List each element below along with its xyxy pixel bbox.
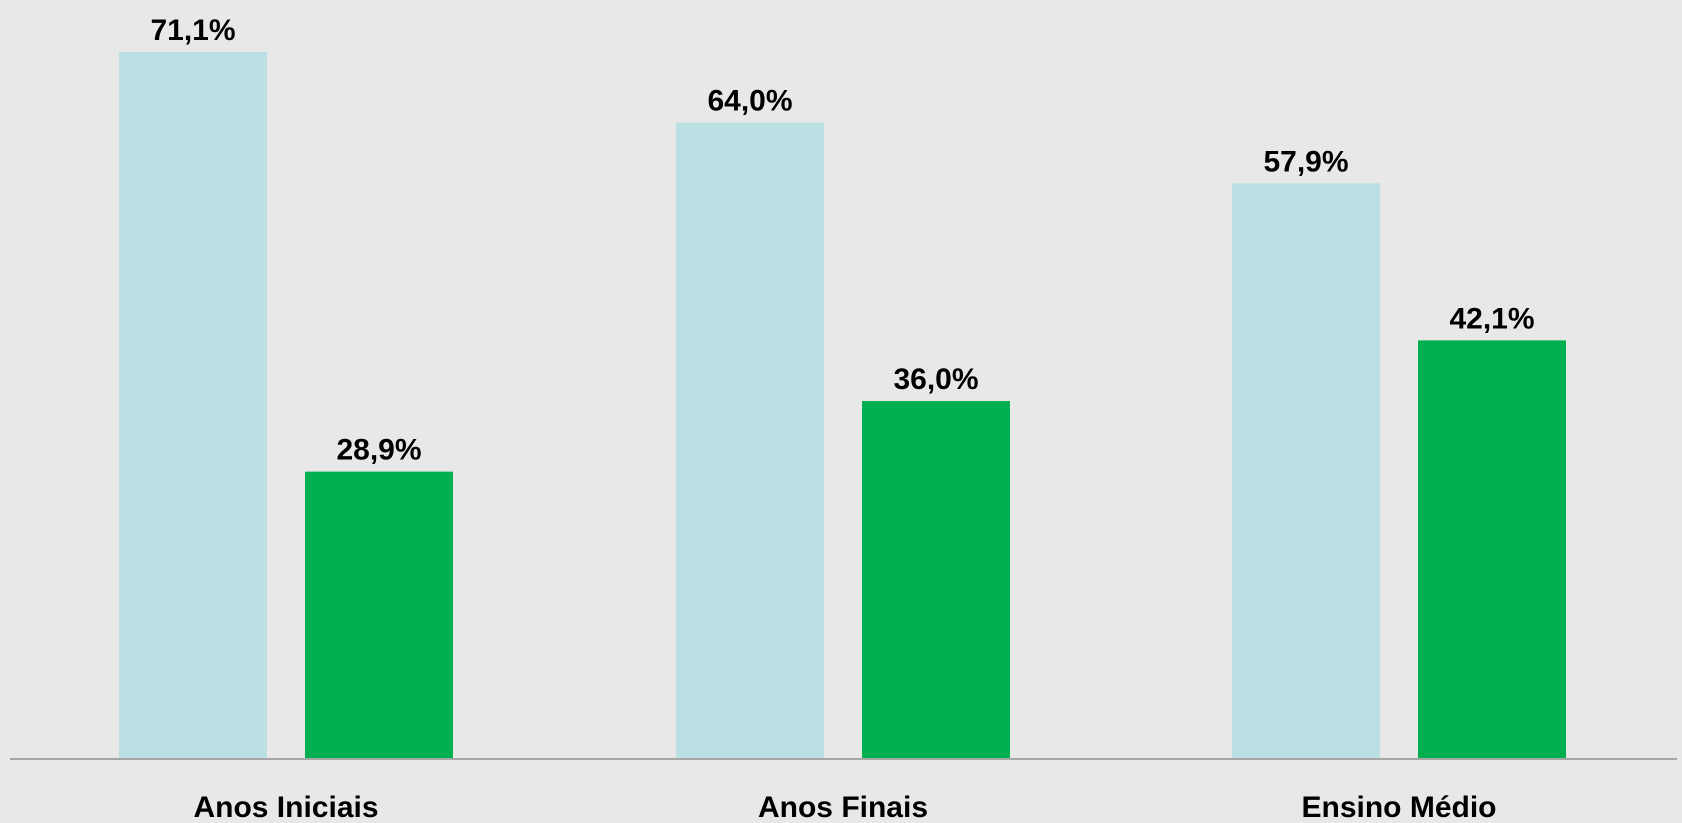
bar-2-0 (1232, 183, 1380, 759)
bar-value-label-1-1: 36,0% (893, 363, 978, 396)
bar-0-1 (305, 471, 453, 759)
bar-value-label-0-1: 28,9% (336, 434, 421, 467)
value-labels-group: 71,1% 28,9% 64,0% 36,0% 57,9% 42,1% (150, 14, 1534, 467)
category-label-2: Ensino Médio (1302, 791, 1497, 823)
bar-value-label-2-0: 57,9% (1263, 145, 1348, 178)
bar-2-1 (1418, 340, 1566, 759)
bar-value-label-2-1: 42,1% (1449, 302, 1534, 335)
category-label-1: Anos Finais (758, 791, 928, 823)
bars-group (119, 52, 1566, 759)
bar-1-1 (862, 401, 1010, 759)
bar-value-label-0-0: 71,1% (150, 14, 235, 47)
bar-value-label-1-0: 64,0% (707, 85, 792, 118)
bar-0-0 (119, 52, 267, 759)
category-label-0: Anos Iniciais (193, 791, 378, 823)
category-labels-group: Anos Iniciais Anos Finais Ensino Médio (193, 791, 1496, 823)
bar-1-0 (676, 122, 824, 759)
